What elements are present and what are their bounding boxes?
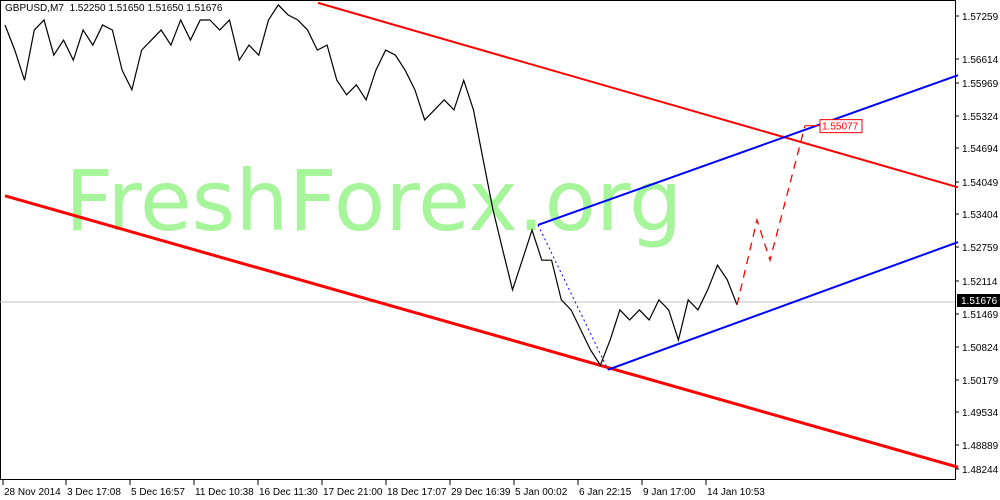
x-tick-label: 18 Dec 17:07 xyxy=(387,487,447,498)
trendline-2 xyxy=(607,241,959,371)
watermark-text: FreshForex.org xyxy=(65,152,682,250)
trendline-1 xyxy=(4,194,959,469)
current-price-label: 1.51676 xyxy=(961,296,998,307)
x-tick-label: 29 Dec 16:39 xyxy=(451,487,511,498)
x-tick-label: 9 Jan 17:00 xyxy=(643,487,696,498)
x-tick-label: 16 Dec 11:30 xyxy=(259,487,318,498)
y-tick-label: 1.51469 xyxy=(962,310,999,321)
y-tick-label: 1.55324 xyxy=(962,112,999,123)
y-tick-label: 1.55969 xyxy=(962,79,999,90)
trendline-3 xyxy=(537,74,959,226)
x-tick-label: 6 Jan 22:15 xyxy=(579,487,632,498)
y-tick-label: 1.49534 xyxy=(962,408,999,419)
x-tick-label: 3 Dec 17:08 xyxy=(67,487,121,498)
y-tick-label: 1.57259 xyxy=(962,12,999,23)
open-value: 1.52250 xyxy=(69,3,106,14)
symbol-label: GBPUSD,M7 xyxy=(5,3,64,14)
x-tick-label: 5 Jan 00:02 xyxy=(515,487,568,498)
low-value: 1.51650 xyxy=(147,3,184,14)
x-tick-label: 5 Dec 16:57 xyxy=(131,487,185,498)
y-tick-label: 1.53404 xyxy=(962,210,999,221)
y-tick-label: 1.48889 xyxy=(962,441,999,452)
price-line xyxy=(4,3,738,367)
x-tick-label: 28 Nov 2014 xyxy=(4,487,61,498)
current-price-badge xyxy=(957,294,1000,307)
dotted-connector xyxy=(537,224,609,370)
high-value: 1.51650 xyxy=(108,3,145,14)
y-tick-label: 1.54694 xyxy=(962,144,999,155)
close-value: 1.51676 xyxy=(186,3,223,14)
y-tick-label: 1.48244 xyxy=(962,465,999,476)
y-tick-label: 1.50179 xyxy=(962,376,999,387)
chart-header: GBPUSD,M7 1.52250 1.51650 1.51650 1.5167… xyxy=(5,3,222,14)
y-tick-label: 1.50824 xyxy=(962,343,999,354)
trendline-0 xyxy=(317,1,959,189)
forecast-label: 1.55077 xyxy=(822,122,859,133)
forecast-label-box xyxy=(819,119,863,134)
forecast-line xyxy=(736,125,806,306)
y-tick-label: 1.52759 xyxy=(962,243,999,254)
x-tick-label: 17 Dec 21:00 xyxy=(323,487,383,498)
y-tick-label: 1.56614 xyxy=(962,55,999,66)
y-tick-label: 1.52114 xyxy=(962,277,998,288)
x-tick-label: 14 Jan 10:53 xyxy=(707,487,765,498)
x-tick-label: 11 Dec 10:38 xyxy=(195,487,254,498)
y-tick-label: 1.54049 xyxy=(962,178,999,189)
plot-frame xyxy=(0,0,956,480)
